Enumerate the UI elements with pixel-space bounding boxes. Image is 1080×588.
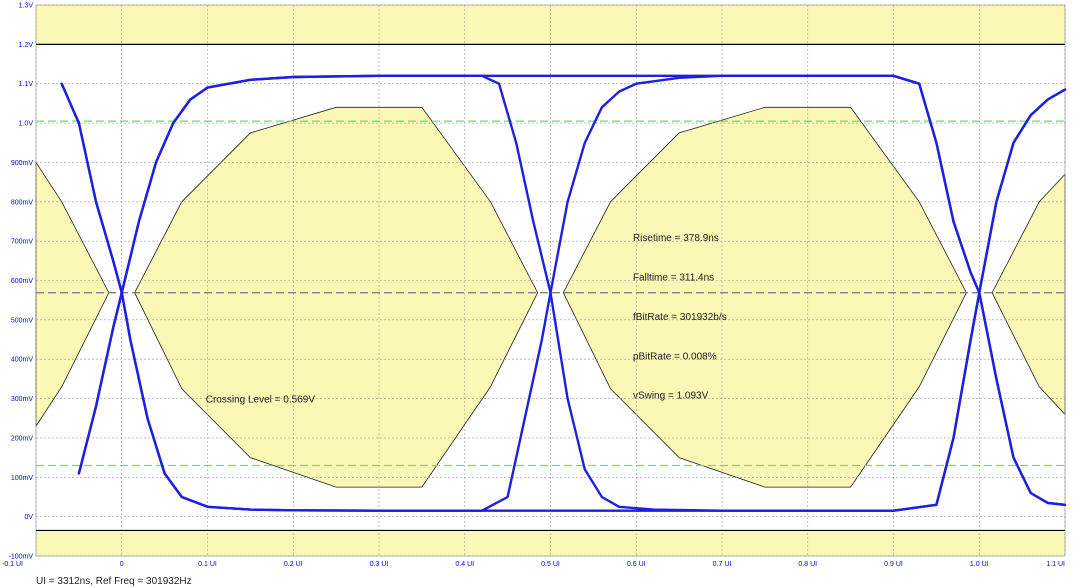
annotation-fbitrate: fBitRate = 301932b/s [633,312,727,323]
measurement-annotations: Crossing Level = 0.569V Risetime = 378.9n… [206,233,727,405]
mask-center-1 [134,106,539,488]
y-tick-label: 500mV [11,317,34,324]
y-tick-label: 700mV [11,239,34,246]
y-tick-label: 900mV [11,160,34,167]
eye-masks [35,106,1066,488]
y-tick-label: 1.2V [19,42,34,49]
annotation-crossing-level: Crossing Level = 0.569V [206,395,316,406]
y-tick-label: 1.0V [19,121,34,128]
annotation-risetime: Risetime = 378.9ns [633,233,719,244]
y-tick-label: 1.3V [19,3,34,10]
annotation-vswing: vSwing = 1.093V [633,391,709,402]
x-tick-label: 0.1 UI [198,561,217,568]
y-tick-label: 200mV [11,435,34,442]
x-tick-label: 1.0 UI [970,561,989,568]
x-tick-label: 0.4 UI [455,561,474,568]
x-tick-label: 0 [120,561,124,568]
x-tick-labels: -0.1 UI 0 0.1 UI 0.2 UI 0.3 UI 0.4 UI 0.5 UI 0.… [2,561,1065,568]
x-tick-label: 0.7 UI [713,561,732,568]
y-tick-label: 1.1V [19,81,34,88]
y-tick-label: -100mV [8,554,33,561]
y-tick-label: 300mV [11,396,34,403]
y-tick-label: 100mV [11,475,34,482]
plot-frame [35,4,1066,557]
x-tick-label: -0.1 UI [2,561,23,568]
footer-text: UI = 3312ns, Ref Freq = 301932Hz [36,576,192,587]
waveform-trace [60,74,1067,512]
x-tick-label: 0.2 UI [284,561,303,568]
y-tick-label: 600mV [11,278,34,285]
waveform-traces [60,74,1067,512]
x-tick-label: 1.1 UI [1046,561,1065,568]
y-tick-label: 400mV [11,357,34,364]
y-tick-label: 0V [24,514,33,521]
x-tick-label: 0.6 UI [627,561,646,568]
y-tick-label: 800mV [11,199,34,206]
x-tick-label: 0.9 UI [884,561,903,568]
x-tick-label: 0.5 UI [541,561,560,568]
annotation-pbitrate: pBitRate = 0.008% [633,351,717,362]
x-tick-label: 0.3 UI [370,561,389,568]
y-tick-labels: -100mV 0V 100mV 200mV 300mV 400mV 500mV 600mV 70… [8,3,33,561]
x-tick-label: 0.8 UI [798,561,817,568]
annotation-falltime: Falltime = 311.4ns [633,273,714,284]
reference-lines [36,43,1065,532]
waveform-trace [77,74,1067,512]
